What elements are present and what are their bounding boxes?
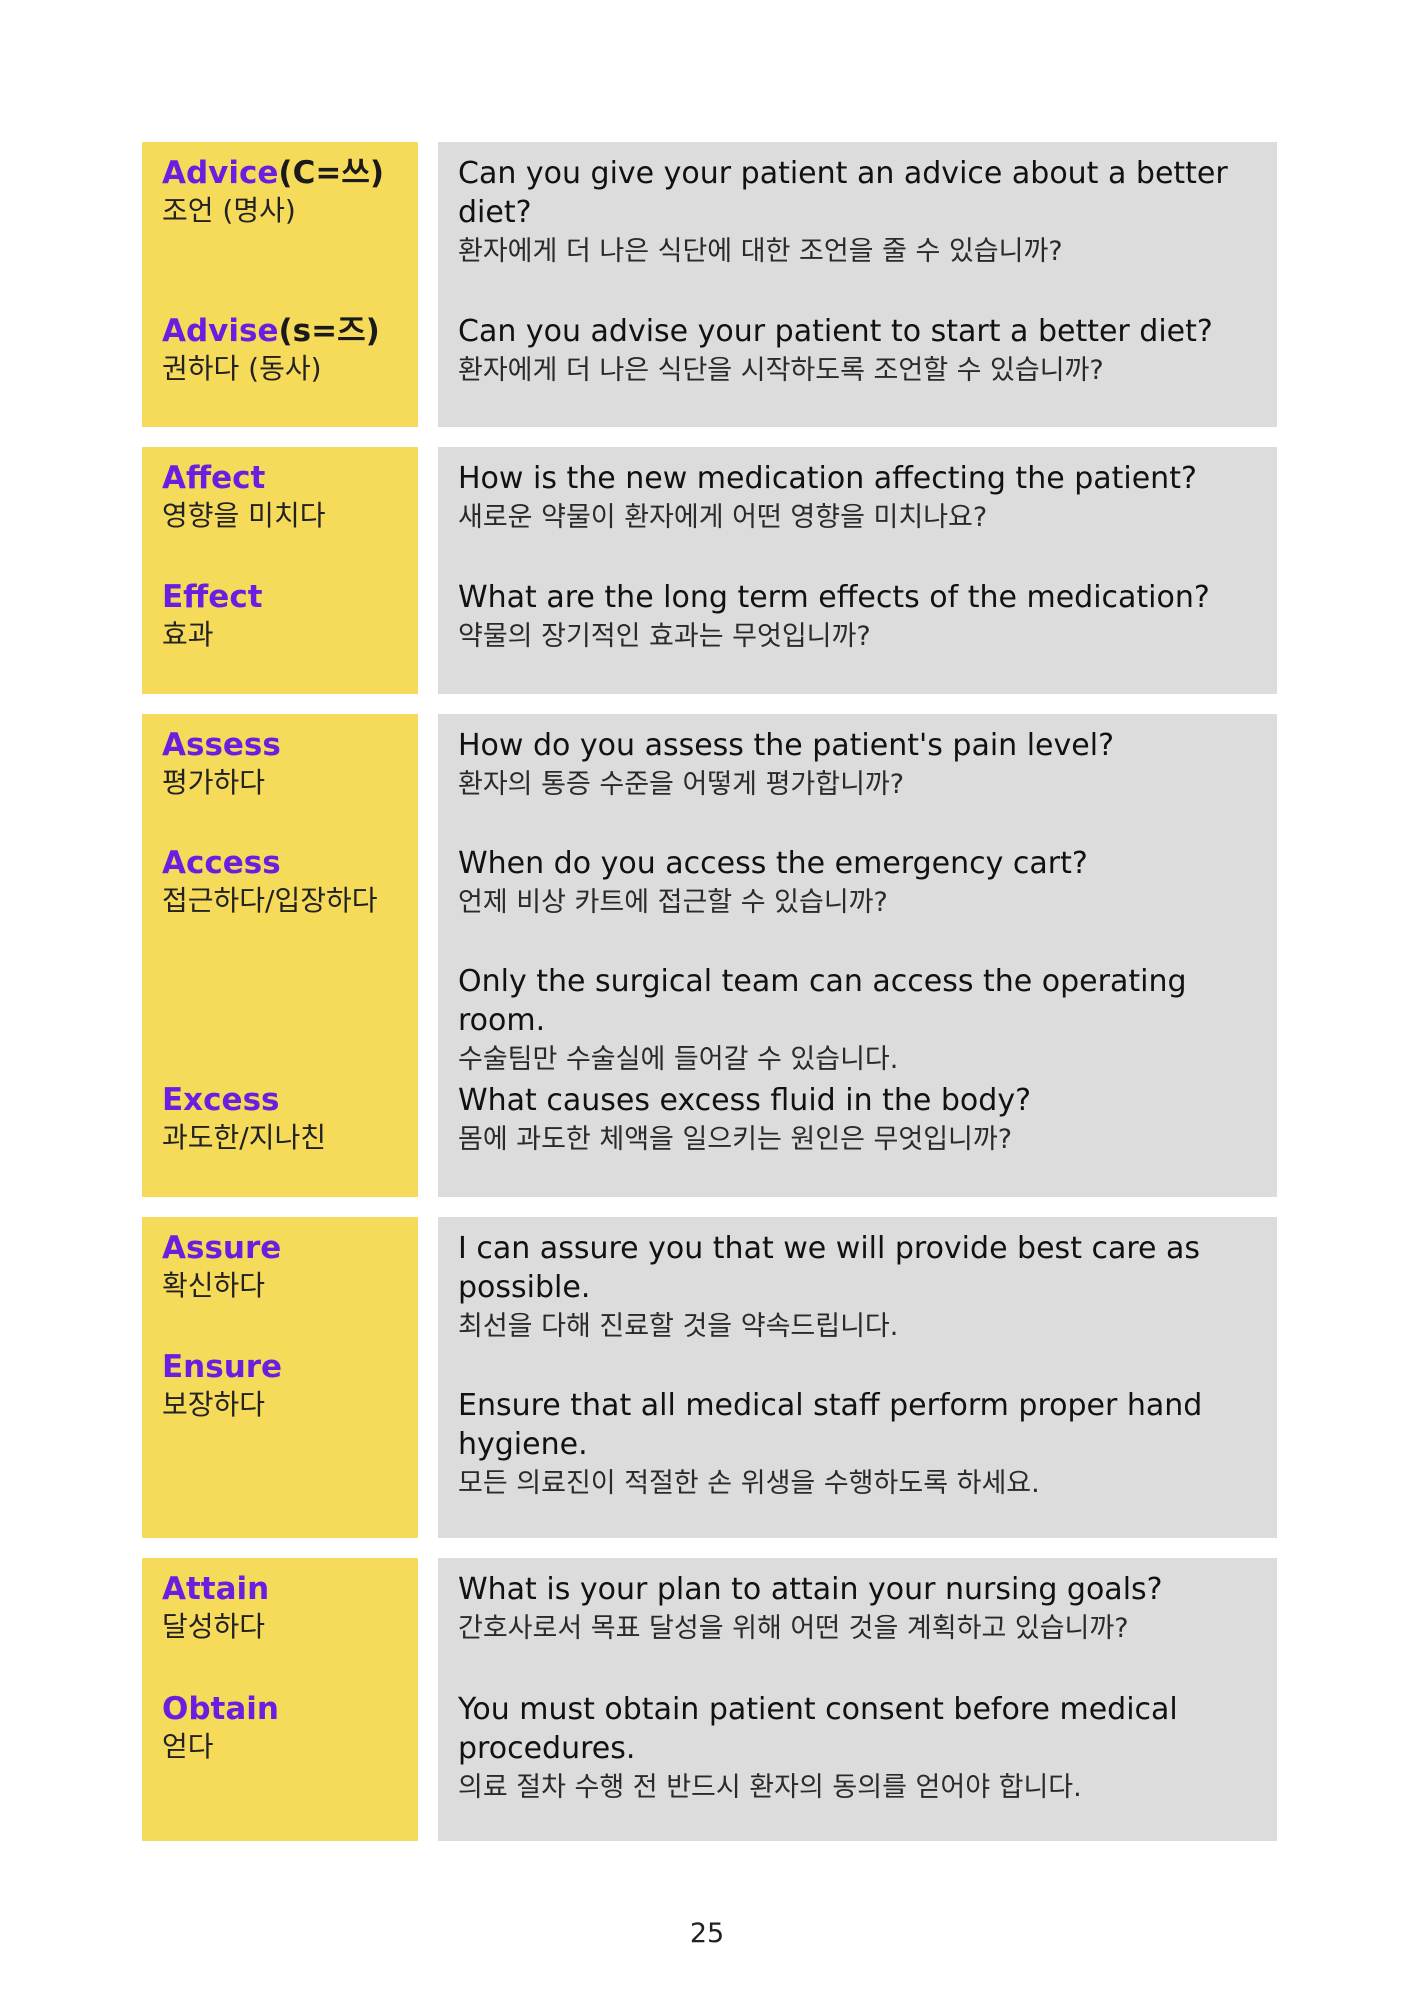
pronunciation-note: (s=즈) [278,313,380,349]
term-translation: 과도한/지나친 [162,1121,326,1154]
term-entry: Ensure 보장하다 [162,1348,412,1424]
vocab-section-affect: Affect 영향을 미치다 Effect 효과 How is the new … [142,447,1277,694]
example-entry: How do you assess the patient's pain lev… [458,726,1265,804]
example-sentence: What is your plan to attain your nursing… [458,1572,1163,1607]
term-word: Attain [162,1571,270,1607]
example-entry: You must obtain patient consent before m… [458,1690,1265,1807]
term-word: Assess [162,727,281,763]
example-sentence: Ensure that all medical staff perform pr… [458,1388,1203,1462]
example-translation: 최선을 다해 진료할 것을 약속드립니다. [458,1311,899,1342]
example-sentence: What causes excess fluid in the body? [458,1083,1032,1118]
example-entry: Only the surgical team can access the op… [458,962,1265,1079]
example-sentence: When do you access the emergency cart? [458,846,1088,881]
term-translation: 권하다 (동사) [162,352,322,385]
term-translation: 확신하다 [162,1269,266,1302]
example-translation: 간호사로서 목표 달성을 위해 어떤 것을 계획하고 있습니까? [458,1613,1129,1644]
example-sentence: I can assure you that we will provide be… [458,1231,1201,1305]
example-translation: 환자에게 더 나은 식단에 대한 조언을 줄 수 있습니까? [458,236,1063,267]
term-translation: 영향을 미치다 [162,499,326,532]
vocab-section-attain: Attain 달성하다 Obtain 얻다 What is your plan … [142,1558,1277,1841]
term-entry: Attain 달성하다 [162,1570,412,1646]
example-entry: When do you access the emergency cart? 언… [458,844,1265,922]
example-translation: 약물의 장기적인 효과는 무엇입니까? [458,621,871,652]
term-panel: Attain 달성하다 Obtain 얻다 [142,1558,418,1841]
term-translation: 접근하다/입장하다 [162,884,378,917]
term-entry: Advise(s=즈) 권하다 (동사) [162,312,412,388]
example-entry: What is your plan to attain your nursing… [458,1570,1265,1648]
term-word: Advise(s=즈) [162,313,380,349]
example-translation: 환자에게 더 나은 식단을 시작하도록 조언할 수 있습니까? [458,355,1104,386]
example-translation: 수술팀만 수술실에 들어갈 수 있습니다. [458,1044,899,1075]
example-sentence: What are the long term effects of the me… [458,580,1210,615]
example-panel: I can assure you that we will provide be… [438,1217,1277,1538]
term-panel: Advice(C=쓰) 조언 (명사) Advise(s=즈) 권하다 (동사) [142,142,418,427]
term-word: Advice(C=쓰) [162,155,385,191]
vocab-section-advice: Advice(C=쓰) 조언 (명사) Advise(s=즈) 권하다 (동사)… [142,142,1277,427]
example-panel: What is your plan to attain your nursing… [438,1558,1277,1841]
example-translation: 의료 절차 수행 전 반드시 환자의 동의를 얻어야 합니다. [458,1772,1082,1803]
example-entry: Ensure that all medical staff perform pr… [458,1386,1265,1503]
term-translation: 평가하다 [162,766,266,799]
example-translation: 모든 의료진이 적절한 손 위생을 수행하도록 하세요. [458,1468,1040,1499]
vocab-section-assess: Assess 평가하다 Access 접근하다/입장하다 Excess 과도한/… [142,714,1277,1197]
term-entry: Assure 확신하다 [162,1229,412,1305]
term-word: Obtain [162,1691,279,1727]
example-entry: What causes excess fluid in the body? 몸에… [458,1081,1265,1159]
term-translation: 달성하다 [162,1610,266,1643]
term-translation: 효과 [162,618,214,651]
term-panel: Assure 확신하다 Ensure 보장하다 [142,1217,418,1538]
term-entry: Assess 평가하다 [162,726,412,802]
example-translation: 몸에 과도한 체액을 일으키는 원인은 무엇입니까? [458,1124,1013,1155]
term-word: Ensure [162,1349,283,1385]
term-entry: Access 접근하다/입장하다 [162,844,412,920]
example-entry: Can you advise your patient to start a b… [458,312,1265,390]
term-entry: Effect 효과 [162,578,412,654]
term-word: Effect [162,579,263,615]
vocab-section-assure: Assure 확신하다 Ensure 보장하다 I can assure you… [142,1217,1277,1538]
term-entry: Advice(C=쓰) 조언 (명사) [162,154,412,230]
example-sentence: How do you assess the patient's pain lev… [458,728,1114,763]
term-word: Affect [162,460,266,496]
pronunciation-note: (C=쓰) [278,155,385,191]
term-translation: 보장하다 [162,1388,266,1421]
page-number: 25 [689,1918,725,1949]
example-translation: 새로운 약물이 환자에게 어떤 영향을 미치나요? [458,502,988,533]
term-word: Excess [162,1082,280,1118]
example-entry: What are the long term effects of the me… [458,578,1265,656]
example-translation: 언제 비상 카트에 접근할 수 있습니까? [458,887,888,918]
example-sentence: How is the new medication affecting the … [458,461,1197,496]
term-translation: 조언 (명사) [162,194,296,227]
term-entry: Obtain 얻다 [162,1690,412,1766]
example-sentence: You must obtain patient consent before m… [458,1692,1178,1766]
example-translation: 환자의 통증 수준을 어떻게 평가합니까? [458,769,905,800]
term-word: Assure [162,1230,282,1266]
term-entry: Excess 과도한/지나친 [162,1081,412,1157]
example-panel: How is the new medication affecting the … [438,447,1277,694]
term-panel: Assess 평가하다 Access 접근하다/입장하다 Excess 과도한/… [142,714,418,1197]
example-entry: I can assure you that we will provide be… [458,1229,1265,1346]
term-word: Access [162,845,281,881]
example-panel: How do you assess the patient's pain lev… [438,714,1277,1197]
example-entry: Can you give your patient an advice abou… [458,154,1265,271]
term-entry: Affect 영향을 미치다 [162,459,412,535]
example-entry: How is the new medication affecting the … [458,459,1265,537]
example-sentence: Can you give your patient an advice abou… [458,156,1228,230]
term-panel: Affect 영향을 미치다 Effect 효과 [142,447,418,694]
example-panel: Can you give your patient an advice abou… [438,142,1277,427]
example-sentence: Only the surgical team can access the op… [458,964,1187,1038]
term-translation: 얻다 [162,1730,214,1763]
example-sentence: Can you advise your patient to start a b… [458,314,1213,349]
